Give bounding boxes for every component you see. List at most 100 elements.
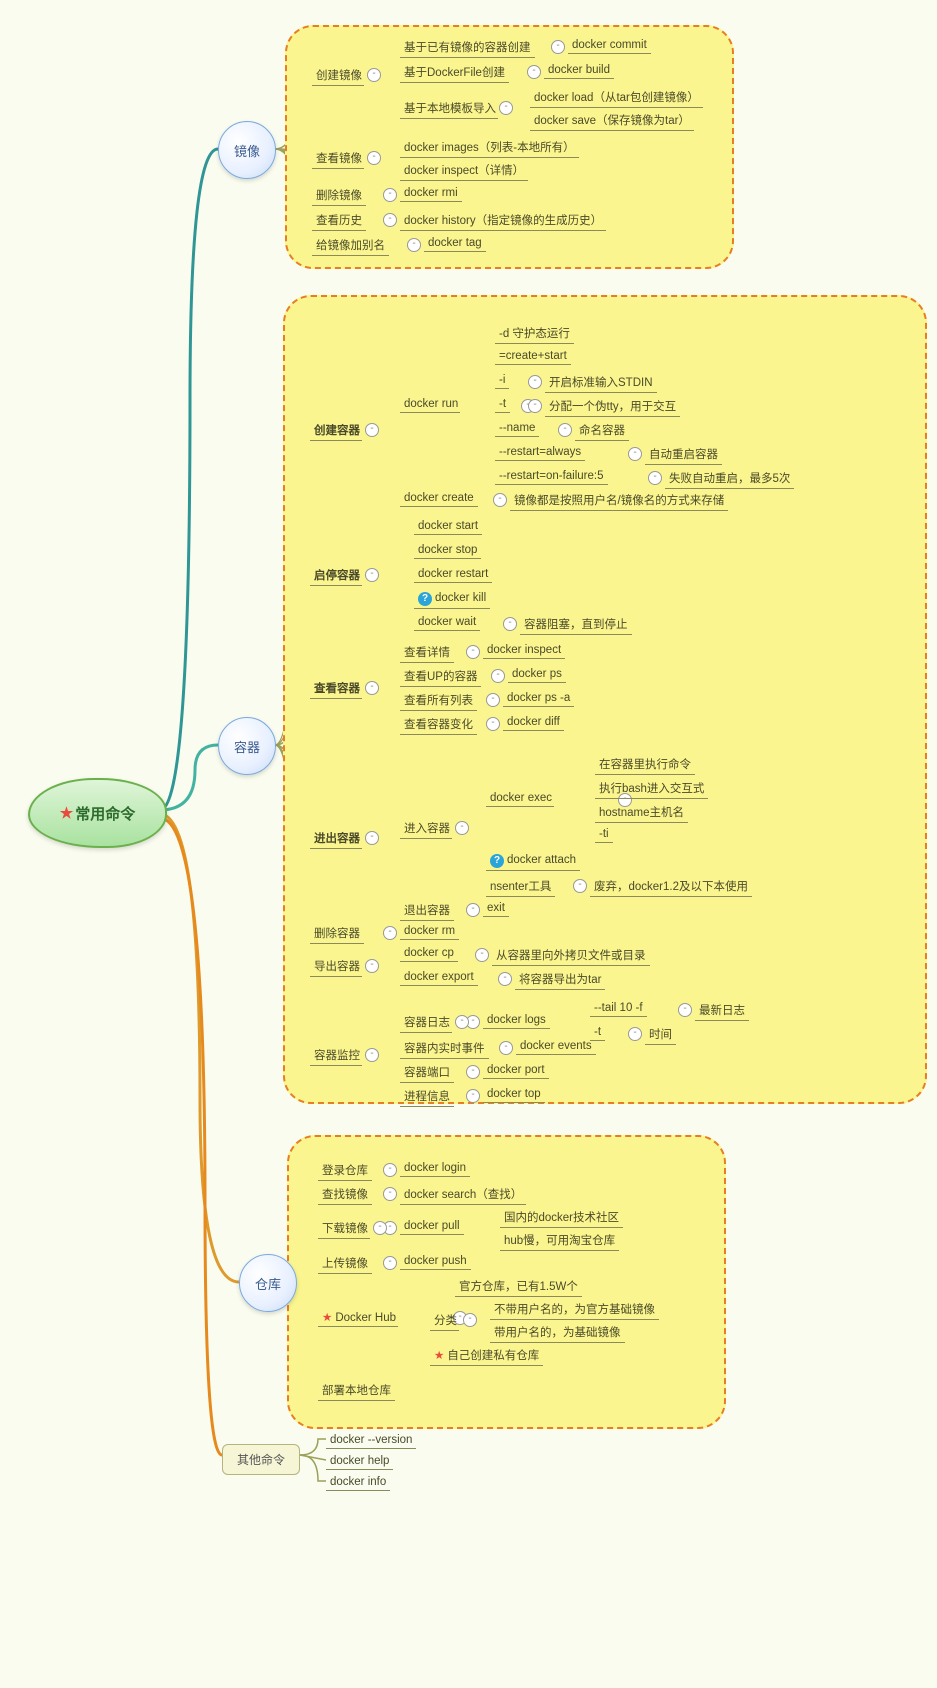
repo-row-4[interactable]: ★Docker Hub bbox=[318, 1308, 398, 1327]
container-group-6-child-1[interactable]: 容器内实时事件 bbox=[400, 1038, 489, 1059]
container-group-3[interactable]: 进出容器 bbox=[310, 828, 362, 849]
collapse-icon[interactable]: - bbox=[466, 903, 480, 917]
image-row-0[interactable]: 创建镜像 bbox=[312, 65, 364, 86]
container-group-3-child-0-child-0-child-0[interactable]: 在容器里执行命令 bbox=[595, 754, 695, 775]
container-group-2-child-0[interactable]: 查看详情 bbox=[400, 642, 454, 663]
container-group-6-child-2[interactable]: 容器端口 bbox=[400, 1062, 454, 1083]
collapse-icon[interactable]: - bbox=[466, 1089, 480, 1103]
container-group-5[interactable]: 导出容器 bbox=[310, 956, 362, 977]
container-group-1-child-3[interactable]: ?docker kill bbox=[414, 590, 490, 609]
container-group-2[interactable]: 查看容器 bbox=[310, 678, 362, 699]
container-group-5-child-1[interactable]: docker export bbox=[400, 969, 478, 986]
image-row-0-child-0[interactable]: 基于已有镜像的容器创建 bbox=[400, 37, 535, 58]
container-group-0-child-0[interactable]: docker run bbox=[400, 396, 460, 413]
collapse-icon[interactable]: - bbox=[486, 717, 500, 731]
collapse-icon[interactable]: - bbox=[407, 238, 421, 252]
container-group-5-child-0[interactable]: docker cp bbox=[400, 945, 458, 962]
collapse-icon[interactable]: - bbox=[383, 213, 397, 227]
container-group-3-child-0-child-0-child-1[interactable]: 执行bash进入交互式 bbox=[595, 778, 708, 799]
repo-row-4-child-1[interactable]: 分类 bbox=[430, 1310, 459, 1331]
collapse-icon[interactable]: - bbox=[498, 972, 512, 986]
container-group-3-child-0-child-0[interactable]: docker exec bbox=[486, 790, 554, 807]
collapse-icon[interactable]: - bbox=[383, 926, 397, 940]
container-group-1-child-4[interactable]: docker wait bbox=[414, 614, 480, 631]
repo-row-4-child-1-sub-0[interactable]: 不带用户名的，为官方基础镜像 bbox=[490, 1299, 659, 1320]
collapse-icon[interactable]: - bbox=[475, 948, 489, 962]
collapse-icon[interactable]: - bbox=[383, 188, 397, 202]
container-group-2-child-3[interactable]: 查看容器变化 bbox=[400, 714, 477, 735]
image-row-4[interactable]: 给镜像加别名 bbox=[312, 235, 389, 256]
repo-row-2[interactable]: 下载镜像 bbox=[318, 1218, 370, 1239]
collapse-icon[interactable]: - bbox=[573, 879, 587, 893]
collapse-icon[interactable]: - bbox=[503, 617, 517, 631]
container-group-0-child-1[interactable]: docker create bbox=[400, 490, 478, 507]
collapse-icon[interactable]: - bbox=[455, 821, 469, 835]
collapse-icon[interactable]: - bbox=[373, 1221, 387, 1235]
container-group-3-child-1[interactable]: 退出容器 bbox=[400, 900, 454, 921]
container-group-6[interactable]: 容器监控 bbox=[310, 1045, 362, 1066]
repo-row-4-child-2[interactable]: ★自己创建私有仓库 bbox=[430, 1345, 543, 1366]
collapse-icon[interactable]: - bbox=[365, 423, 379, 437]
image-row-0-child-2-child-1[interactable]: docker save（保存镜像为tar） bbox=[530, 110, 694, 131]
collapse-icon[interactable]: - bbox=[628, 1027, 642, 1041]
collapse-icon[interactable]: - bbox=[367, 68, 381, 82]
collapse-icon[interactable]: - bbox=[383, 1256, 397, 1270]
image-node[interactable]: 镜像 bbox=[218, 121, 276, 179]
repo-node[interactable]: 仓库 bbox=[239, 1254, 297, 1312]
collapse-icon[interactable]: - bbox=[365, 681, 379, 695]
collapse-icon[interactable]: - bbox=[365, 568, 379, 582]
repo-row-0[interactable]: 登录仓库 bbox=[318, 1160, 372, 1181]
image-row-1-child-1[interactable]: docker inspect（详情） bbox=[400, 160, 528, 181]
container-group-6-child-0-sub-0[interactable]: --tail 10 -f bbox=[590, 1000, 647, 1017]
container-group-3-child-0-child-0-child-2[interactable]: hostname主机名 bbox=[595, 802, 688, 823]
container-group-3-child-0[interactable]: 进入容器 bbox=[400, 818, 452, 839]
collapse-icon[interactable]: - bbox=[455, 1015, 469, 1029]
other-row-2[interactable]: docker info bbox=[326, 1474, 390, 1491]
repo-row-2-sub-0[interactable]: 国内的docker技术社区 bbox=[500, 1207, 623, 1228]
container-group-3-child-0-child-0-child-3[interactable]: -ti bbox=[595, 826, 613, 843]
repo-row-2-sub-1[interactable]: hub慢，可用淘宝仓库 bbox=[500, 1230, 619, 1251]
image-row-3[interactable]: 查看历史 bbox=[312, 210, 366, 231]
container-group-0-child-0-child-5[interactable]: --restart=always bbox=[495, 444, 585, 461]
container-group-0-child-0-child-4[interactable]: --name bbox=[495, 420, 539, 437]
container-group-6-child-0[interactable]: 容器日志 bbox=[400, 1012, 452, 1033]
collapse-icon[interactable]: - bbox=[367, 151, 381, 165]
container-group-0-child-0-child-2[interactable]: -i bbox=[495, 372, 509, 389]
container-node[interactable]: 容器 bbox=[218, 717, 276, 775]
container-group-6-child-3[interactable]: 进程信息 bbox=[400, 1086, 454, 1107]
container-group-0[interactable]: 创建容器 bbox=[310, 420, 362, 441]
repo-row-4-child-0[interactable]: 官方仓库，已有1.5W个 bbox=[455, 1276, 582, 1297]
repo-row-1[interactable]: 查找镜像 bbox=[318, 1184, 372, 1205]
container-group-2-child-2[interactable]: 查看所有列表 bbox=[400, 690, 477, 711]
image-row-0-child-1[interactable]: 基于DockerFile创建 bbox=[400, 62, 509, 83]
container-group-0-child-0-child-0[interactable]: -d 守护态运行 bbox=[495, 323, 574, 344]
collapse-icon[interactable]: - bbox=[491, 669, 505, 683]
container-group-1[interactable]: 启停容器 bbox=[310, 565, 362, 586]
collapse-icon[interactable]: - bbox=[486, 693, 500, 707]
container-group-3-child-0-child-2[interactable]: nsenter工具 bbox=[486, 876, 555, 897]
collapse-icon[interactable]: - bbox=[551, 40, 565, 54]
collapse-icon[interactable]: - bbox=[466, 645, 480, 659]
collapse-icon[interactable]: - bbox=[463, 1313, 477, 1327]
image-row-2[interactable]: 删除镜像 bbox=[312, 185, 366, 206]
collapse-icon[interactable]: - bbox=[499, 101, 513, 115]
collapse-icon[interactable]: - bbox=[383, 1163, 397, 1177]
collapse-icon[interactable]: - bbox=[648, 471, 662, 485]
collapse-icon[interactable]: - bbox=[678, 1003, 692, 1017]
collapse-icon[interactable]: - bbox=[365, 831, 379, 845]
image-row-0-child-2-child-0[interactable]: docker load（从tar包创建镜像） bbox=[530, 87, 703, 108]
image-row-0-child-2[interactable]: 基于本地模板导入 bbox=[400, 98, 498, 119]
collapse-icon[interactable]: - bbox=[628, 447, 642, 461]
root-node[interactable]: 常用命令 bbox=[28, 778, 167, 848]
image-row-1-child-0[interactable]: docker images（列表-本地所有） bbox=[400, 137, 579, 158]
container-group-0-child-0-child-3[interactable]: -t bbox=[495, 396, 510, 413]
container-group-2-child-1[interactable]: 查看UP的容器 bbox=[400, 666, 481, 687]
collapse-icon[interactable]: - bbox=[365, 959, 379, 973]
container-group-1-child-0[interactable]: docker start bbox=[414, 518, 482, 535]
container-group-1-child-1[interactable]: docker stop bbox=[414, 542, 481, 559]
other-row-1[interactable]: docker help bbox=[326, 1453, 393, 1470]
container-group-0-child-0-child-1[interactable]: =create+start bbox=[495, 348, 571, 365]
collapse-icon[interactable]: - bbox=[558, 423, 572, 437]
collapse-icon[interactable]: - bbox=[528, 399, 542, 413]
container-group-0-child-0-child-6[interactable]: --restart=on-failure:5 bbox=[495, 468, 608, 485]
